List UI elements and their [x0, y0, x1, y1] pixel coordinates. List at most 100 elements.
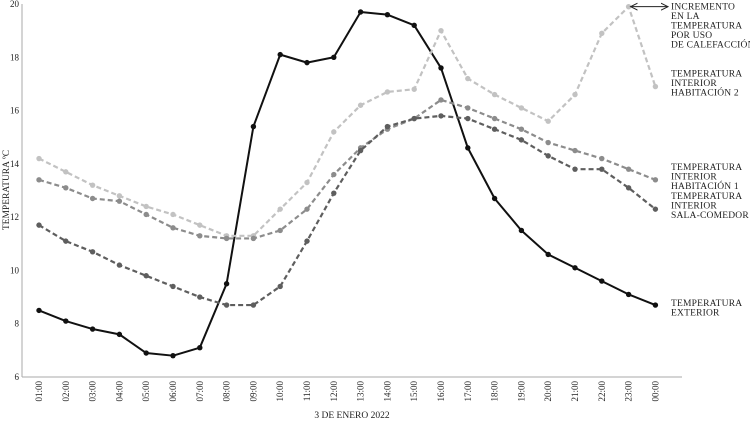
data-point	[143, 350, 149, 356]
data-point	[599, 30, 605, 37]
x-tick-label: 17:00	[463, 381, 473, 402]
data-point	[197, 233, 203, 239]
x-tick-label: 09:00	[248, 381, 258, 402]
data-point	[438, 65, 444, 71]
data-point	[465, 145, 471, 151]
data-point	[599, 155, 605, 162]
data-point	[599, 166, 605, 172]
x-tick-label: 15:00	[409, 381, 419, 402]
data-point	[357, 147, 364, 154]
data-point	[277, 51, 283, 58]
data-point	[116, 331, 123, 338]
data-point	[625, 166, 632, 172]
data-point	[518, 137, 525, 143]
x-tick-label: 19:00	[516, 381, 526, 402]
data-point	[304, 59, 310, 66]
data-point	[545, 118, 551, 124]
y-tick-label: 10	[10, 265, 20, 275]
data-point	[357, 9, 364, 15]
data-point	[250, 302, 257, 308]
x-tick-label: 20:00	[543, 381, 553, 402]
data-point	[331, 190, 337, 196]
x-tick-label: 03:00	[88, 381, 98, 402]
data-point	[438, 113, 444, 119]
x-tick-label: 16:00	[436, 381, 446, 402]
data-point	[63, 238, 69, 244]
data-point	[652, 83, 659, 90]
x-tick-label: 12:00	[329, 381, 339, 402]
data-point	[197, 344, 203, 351]
data-point	[411, 86, 417, 92]
series-temperatura-interior-habitacion-1	[36, 97, 659, 242]
data-point	[277, 206, 283, 212]
data-point	[599, 278, 605, 284]
y-tick-label: 8	[15, 319, 20, 329]
data-point	[223, 302, 230, 308]
data-point	[143, 273, 149, 279]
y-tick-label: 14	[10, 159, 20, 169]
x-tick-label: 10:00	[275, 381, 285, 402]
series-line	[38, 5, 657, 237]
y-tick-label: 20	[10, 0, 20, 9]
heating-annotation: INCREMENTO EN LA TEMPERATURA POR USO DE CALE…	[631, 3, 750, 51]
data-point	[36, 155, 42, 162]
data-point	[465, 105, 471, 111]
data-point	[170, 283, 176, 290]
x-tick-labels: 01:00 02:00 03:00 04:00 05:00 06:00 07:00 08:00…	[34, 381, 660, 402]
series-line	[38, 98, 656, 240]
x-tick-label: 22:00	[597, 381, 607, 402]
series-temperatura-interior-sala-comedor	[36, 113, 659, 308]
y-axis-label: TEMPERATURA ºC	[2, 150, 12, 230]
data-point	[36, 307, 42, 314]
x-tick-label: 04:00	[114, 381, 124, 402]
data-point	[197, 294, 203, 300]
data-point	[170, 211, 176, 218]
x-tick-label: 02:00	[61, 381, 71, 402]
data-point	[89, 326, 96, 332]
data-point	[572, 166, 578, 172]
data-point	[518, 126, 525, 132]
data-point	[625, 3, 632, 10]
x-tick-label: 00:00	[650, 381, 660, 402]
x-tick-label: 01:00	[34, 381, 44, 402]
data-point	[143, 211, 149, 218]
data-point	[89, 195, 96, 202]
data-point	[89, 249, 96, 255]
data-point	[384, 11, 391, 18]
data-point	[625, 291, 632, 298]
y-tick-label: 18	[10, 52, 20, 62]
series-layer	[36, 3, 659, 359]
x-axis-label: 3 DE ENERO 2022	[314, 411, 389, 421]
data-point	[652, 177, 659, 183]
data-point	[572, 147, 578, 154]
x-tick-label: 05:00	[141, 381, 151, 402]
series-line	[38, 114, 657, 307]
x-tick-label: 13:00	[356, 381, 366, 402]
data-point	[572, 265, 578, 271]
series-label: TEMPERATURA INTERIOR HABITACIÓN 2	[671, 70, 742, 99]
data-point	[63, 318, 69, 324]
data-point	[63, 169, 69, 175]
series-line	[38, 10, 656, 357]
series-temperatura-exterior	[36, 9, 659, 359]
data-point	[518, 105, 525, 111]
data-point	[116, 262, 123, 268]
data-point	[545, 251, 551, 258]
data-point	[116, 193, 123, 199]
series-label: TEMPERATURA INTERIOR SALA-COMEDOR	[671, 192, 749, 221]
data-point	[652, 302, 659, 308]
x-tick-label: 08:00	[222, 381, 232, 402]
data-point	[518, 227, 525, 234]
data-point	[304, 238, 310, 244]
data-point	[250, 235, 257, 242]
data-point	[223, 281, 230, 287]
data-point	[197, 222, 203, 228]
data-point	[331, 54, 337, 60]
x-tick-label: 23:00	[624, 381, 634, 402]
data-point	[411, 115, 417, 122]
data-point	[250, 123, 257, 130]
data-point	[357, 102, 364, 108]
data-point	[277, 283, 283, 290]
data-point	[331, 171, 337, 178]
